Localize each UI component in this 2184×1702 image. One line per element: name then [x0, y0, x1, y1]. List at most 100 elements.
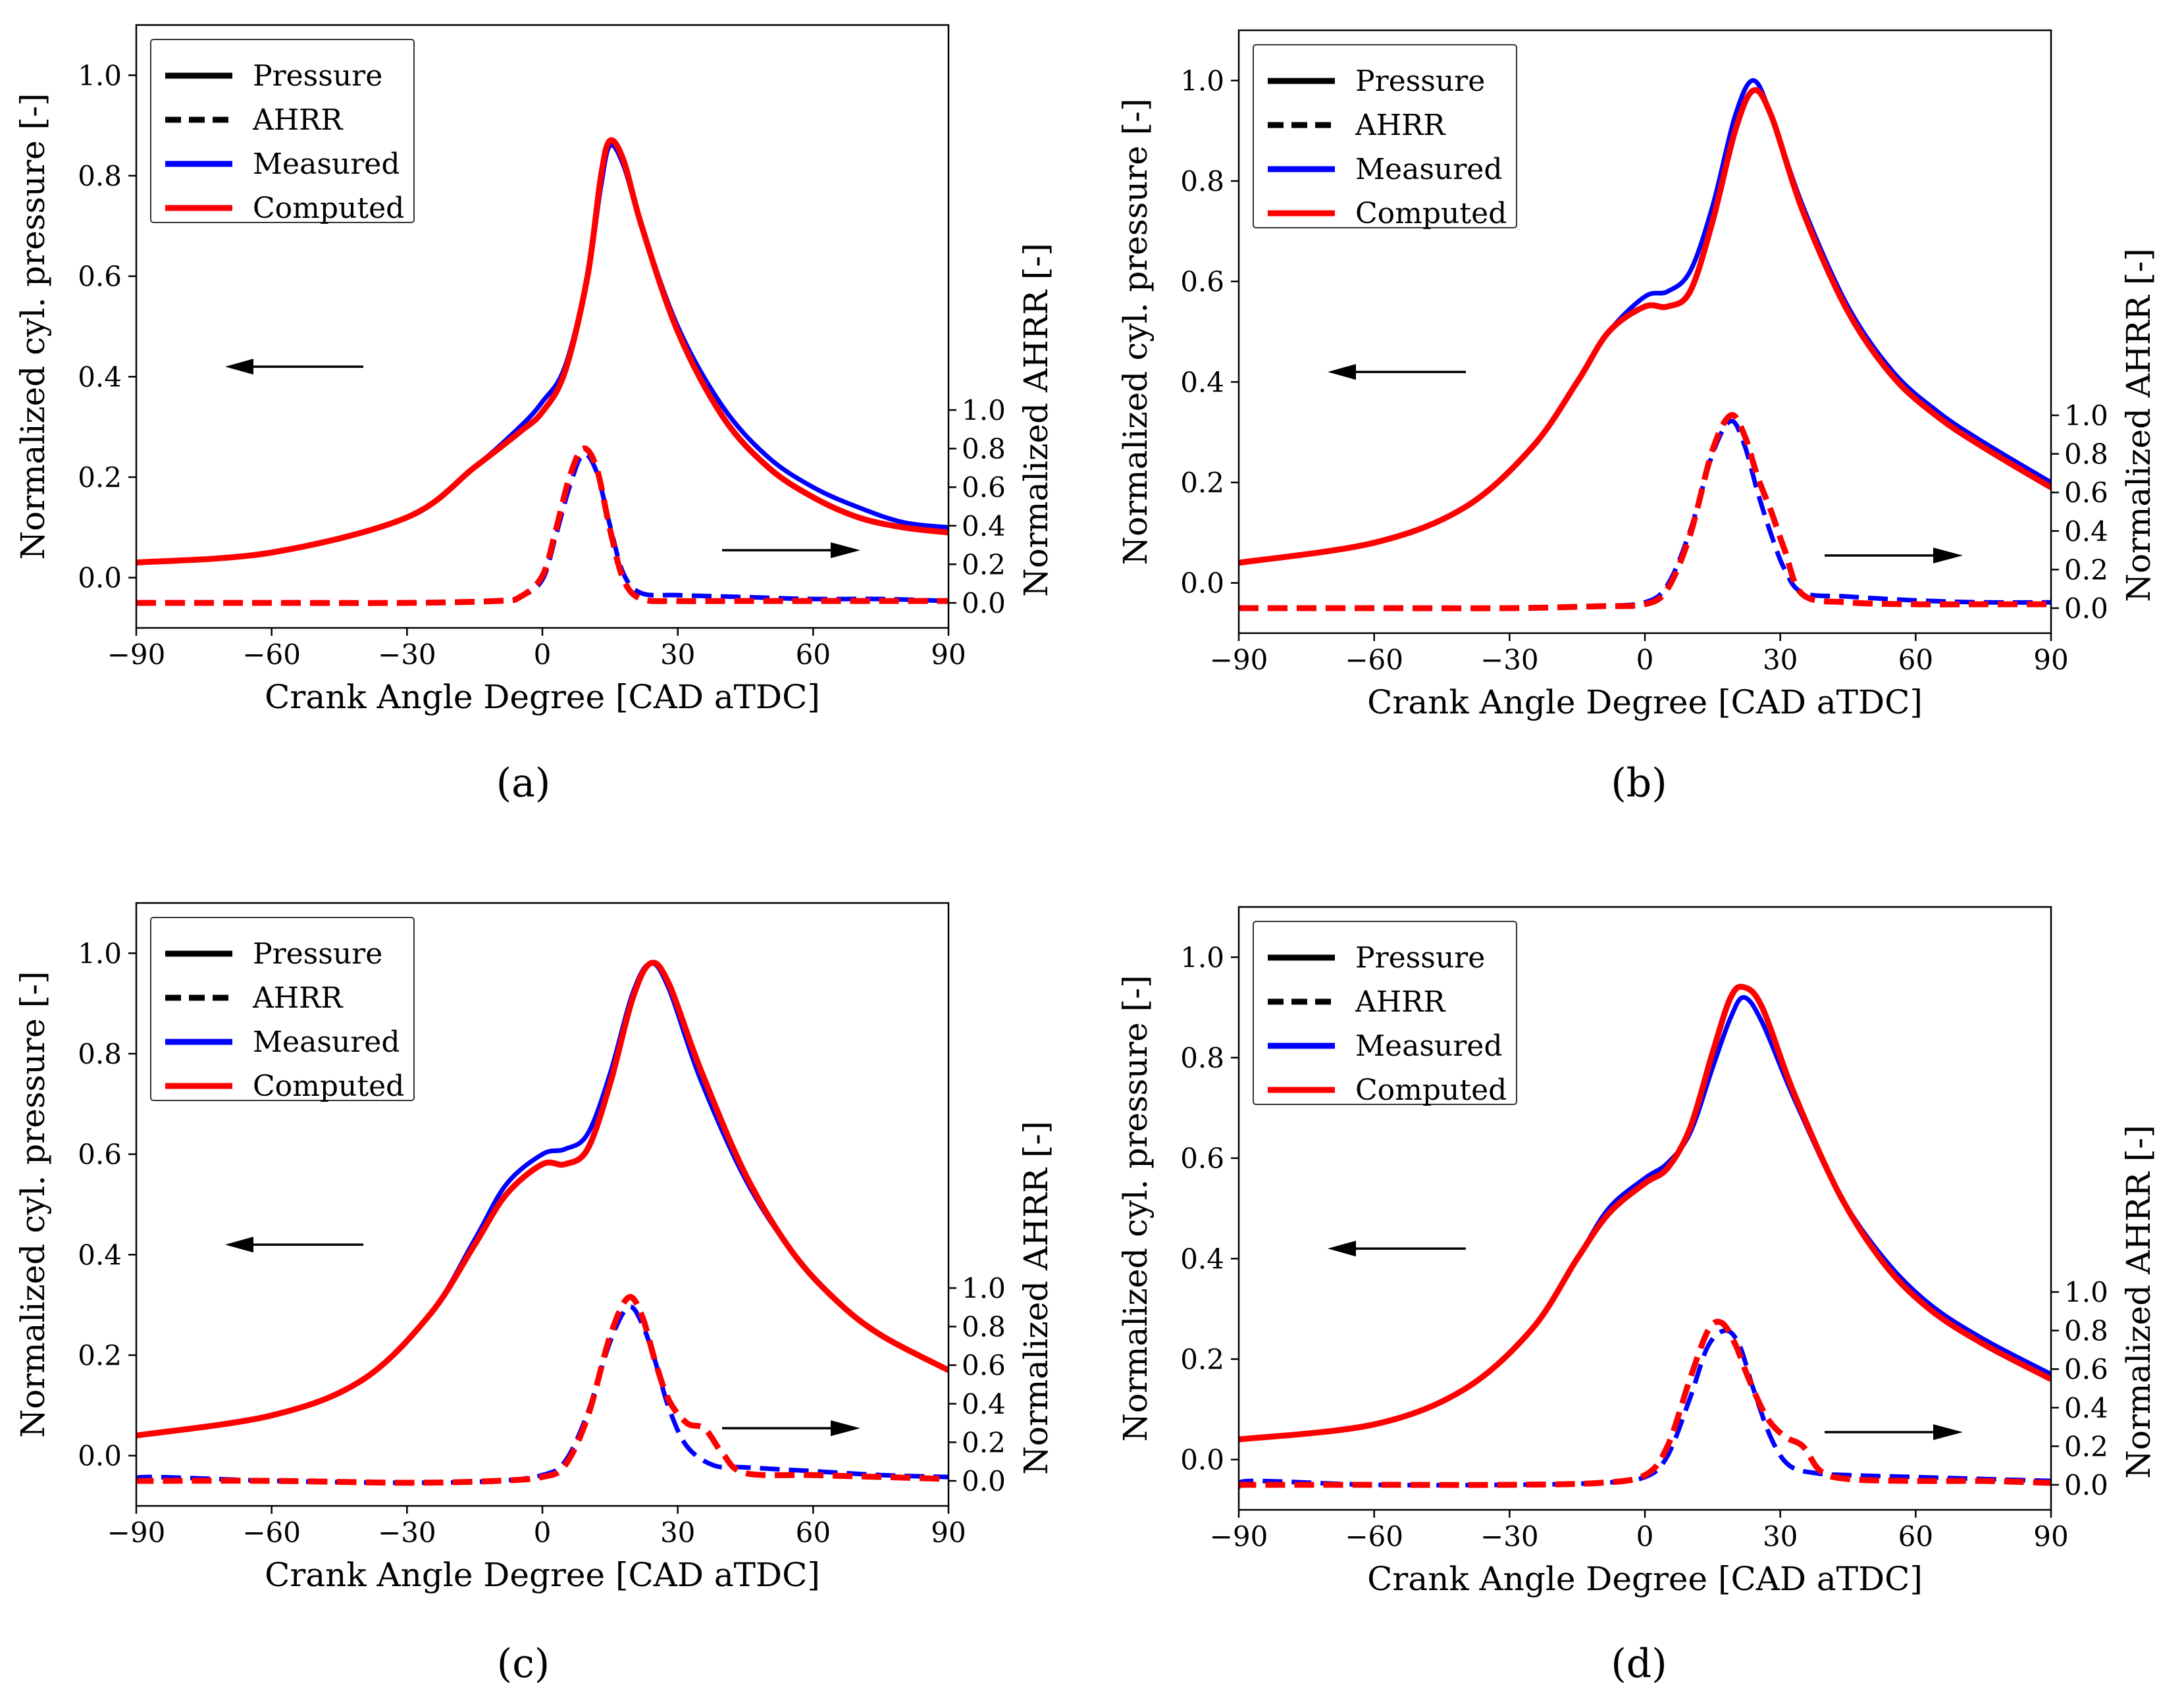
- y-axis-title: Normalized cyl. pressure [-]: [1116, 98, 1155, 565]
- y2-tick-label: 1.0: [2064, 1276, 2108, 1308]
- y-axis-title: Normalized cyl. pressure [-]: [14, 971, 52, 1437]
- x-tick-label: 90: [931, 638, 966, 671]
- y-tick-label: 0.8: [1180, 1042, 1224, 1074]
- x-tick-label: −30: [1480, 644, 1539, 676]
- y2-tick-label: 0.6: [962, 471, 1006, 503]
- computed-pressure-line: [1239, 983, 2051, 1443]
- chart-panel-3: −90 −60 −30 0 30 60 90 0.0 0.2 0.4 0.6 0.8 1.0 0.0 0.2…: [14, 902, 1055, 1594]
- computed-ahrr-line: [136, 1294, 949, 1486]
- series-group: [136, 137, 949, 606]
- x-tick-label: 30: [660, 638, 695, 671]
- y2-axis-title: Normalized AHRR [-]: [1017, 243, 1055, 597]
- series-group: [136, 960, 949, 1486]
- legend-box: [150, 39, 415, 223]
- arrow-left-icon: [1328, 1241, 1466, 1257]
- computed-pressure-line: [136, 960, 949, 1439]
- y2-tick-label: 0.8: [2064, 438, 2108, 471]
- y-tick-label: 0.2: [1180, 467, 1224, 499]
- y-tick-label: 0.8: [78, 160, 122, 192]
- legend-label: Computed: [1355, 197, 1507, 230]
- y-tick-label: 0.0: [78, 562, 122, 594]
- x-tick-label: 60: [1898, 644, 1933, 676]
- x-tick-label: 0: [1636, 1520, 1654, 1553]
- x-tick-label: −30: [378, 638, 436, 671]
- y-tick-label: 0.4: [78, 361, 122, 393]
- legend-box: [150, 917, 415, 1101]
- x-tick-label: −60: [242, 638, 301, 671]
- chart-panel-2: −90 −60 −30 0 30 60 90 0.0 0.2 0.4 0.6 0.8 1.0 0.0 0.2…: [1116, 29, 2158, 721]
- x-axis-title: Crank Angle Degree [CAD aTDC]: [1367, 1560, 1923, 1598]
- y-tick-label: 0.6: [78, 261, 122, 293]
- chart-panel-1: −90 −60 −30 0 30 60 90 0.0 0.2 0.4 0.6 0.8 1.0 0.0 0.2…: [14, 24, 1055, 716]
- computed-pressure-line: [136, 137, 949, 566]
- x-tick-label: 60: [796, 1516, 831, 1549]
- y2-axis-title: Normalized AHRR [-]: [2119, 248, 2158, 602]
- arrow-left-icon: [225, 359, 363, 375]
- legend-label: Computed: [1355, 1073, 1507, 1107]
- y2-tick-label: 0.8: [962, 433, 1006, 465]
- computed-ahrr-line: [1239, 1318, 2051, 1488]
- legend: Pressure AHRR Measured Computed: [1253, 921, 1517, 1107]
- y2-tick-label: 0.6: [2064, 1353, 2108, 1385]
- y2-tick-label: 0.4: [962, 510, 1006, 542]
- legend: Pressure AHRR Measured Computed: [150, 39, 415, 225]
- x-tick-label: 0: [1636, 644, 1654, 676]
- series-group: [1239, 983, 2051, 1489]
- y2-tick-label: 0.6: [2064, 477, 2108, 509]
- legend: Pressure AHRR Measured Computed: [1253, 44, 1517, 230]
- y2-tick-label: 0.0: [962, 587, 1006, 619]
- arrow-right-icon: [722, 542, 860, 558]
- legend-label: AHRR: [1355, 985, 1446, 1019]
- x-tick-label: 90: [2033, 644, 2068, 676]
- legend: Pressure AHRR Measured Computed: [150, 917, 415, 1103]
- y-tick-label: 0.4: [1180, 1243, 1224, 1275]
- y-tick-label: 1.0: [1180, 941, 1224, 973]
- measured-ahrr-line: [136, 1304, 949, 1485]
- panel-label: (c): [497, 1641, 550, 1687]
- legend-label: Measured: [1355, 153, 1502, 186]
- legend-label: Computed: [253, 192, 404, 225]
- arrow-left-icon: [1328, 364, 1466, 380]
- y-tick-label: 0.8: [1180, 165, 1224, 197]
- x-tick-label: 0: [534, 1516, 552, 1549]
- y2-tick-label: 0.8: [962, 1311, 1006, 1343]
- y2-tick-label: 0.6: [962, 1349, 1006, 1381]
- panel-label: (b): [1611, 760, 1667, 806]
- y-tick-label: 0.0: [78, 1440, 122, 1472]
- x-tick-label: 0: [534, 638, 552, 671]
- y2-tick-label: 0.0: [962, 1465, 1006, 1497]
- y2-tick-label: 0.4: [962, 1388, 1006, 1420]
- y-tick-label: 0.2: [78, 461, 122, 494]
- legend-label: Pressure: [253, 59, 382, 93]
- y2-tick-label: 0.4: [2064, 515, 2108, 548]
- y-tick-label: 0.4: [78, 1239, 122, 1271]
- series-group: [1239, 78, 2051, 611]
- y2-tick-label: 1.0: [962, 1272, 1006, 1304]
- y-tick-label: 0.2: [1180, 1343, 1224, 1376]
- y2-tick-label: 0.8: [2064, 1315, 2108, 1347]
- legend-label: Computed: [253, 1070, 404, 1103]
- x-tick-label: −90: [1210, 1520, 1268, 1553]
- legend-box: [1253, 44, 1517, 228]
- y-tick-label: 0.8: [78, 1038, 122, 1070]
- x-tick-label: −90: [107, 638, 166, 671]
- x-tick-label: 30: [1763, 1520, 1798, 1553]
- arrow-right-icon: [722, 1420, 860, 1436]
- x-tick-label: 60: [796, 638, 831, 671]
- y2-tick-label: 1.0: [962, 394, 1006, 426]
- legend-label: AHRR: [252, 981, 344, 1015]
- legend-label: AHRR: [1355, 109, 1446, 142]
- x-axis-title: Crank Angle Degree [CAD aTDC]: [265, 1556, 820, 1594]
- y2-tick-label: 0.2: [962, 1426, 1006, 1458]
- x-tick-label: −90: [107, 1516, 166, 1549]
- panel-label: (a): [496, 760, 551, 806]
- x-tick-label: 30: [1763, 644, 1798, 676]
- y-tick-label: 0.6: [1180, 1143, 1224, 1175]
- y2-axis-title: Normalized AHRR [-]: [1017, 1121, 1055, 1475]
- y-tick-label: 0.6: [1180, 266, 1224, 298]
- y-tick-label: 0.0: [1180, 1444, 1224, 1476]
- y2-tick-label: 0.2: [2064, 554, 2108, 586]
- arrow-right-icon: [1825, 1424, 1963, 1440]
- y-tick-label: 0.0: [1180, 567, 1224, 600]
